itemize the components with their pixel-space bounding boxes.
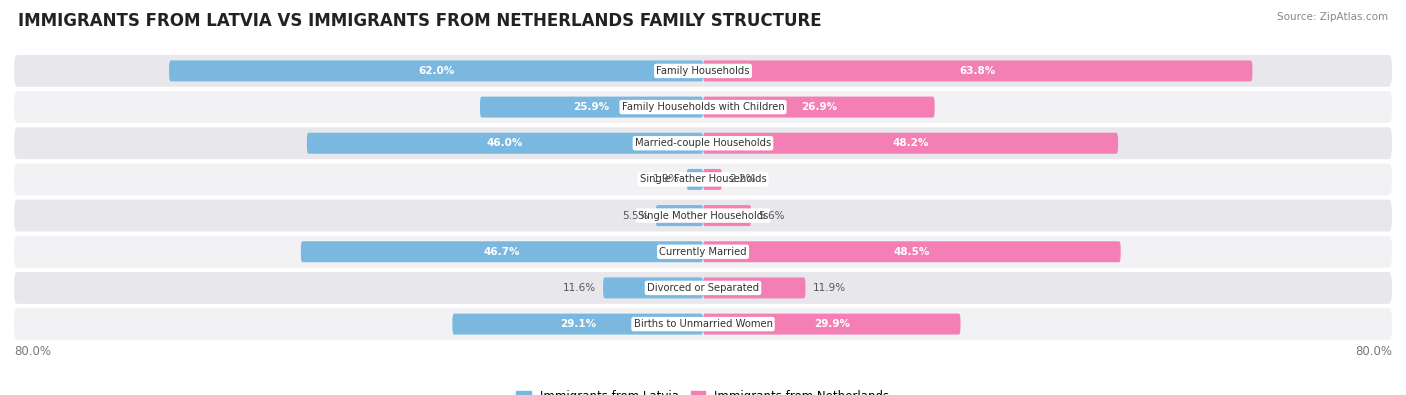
FancyBboxPatch shape — [703, 169, 721, 190]
Text: 11.9%: 11.9% — [813, 283, 845, 293]
Text: 1.9%: 1.9% — [654, 175, 679, 184]
Text: Family Households with Children: Family Households with Children — [621, 102, 785, 112]
Text: Single Mother Households: Single Mother Households — [638, 211, 768, 220]
Text: Births to Unmarried Women: Births to Unmarried Women — [634, 319, 772, 329]
Text: 80.0%: 80.0% — [1355, 345, 1392, 358]
FancyBboxPatch shape — [655, 205, 703, 226]
Text: 48.2%: 48.2% — [893, 138, 929, 148]
FancyBboxPatch shape — [703, 205, 751, 226]
Text: 25.9%: 25.9% — [574, 102, 610, 112]
Text: 62.0%: 62.0% — [418, 66, 454, 76]
Text: 80.0%: 80.0% — [14, 345, 51, 358]
Text: 48.5%: 48.5% — [894, 247, 929, 257]
Text: 29.1%: 29.1% — [560, 319, 596, 329]
FancyBboxPatch shape — [603, 277, 703, 298]
FancyBboxPatch shape — [301, 241, 703, 262]
FancyBboxPatch shape — [14, 164, 1392, 196]
Text: 26.9%: 26.9% — [801, 102, 837, 112]
FancyBboxPatch shape — [14, 91, 1392, 123]
FancyBboxPatch shape — [14, 236, 1392, 268]
Text: 5.6%: 5.6% — [758, 211, 785, 220]
Text: 2.2%: 2.2% — [728, 175, 755, 184]
Text: 11.6%: 11.6% — [562, 283, 596, 293]
FancyBboxPatch shape — [703, 277, 806, 298]
FancyBboxPatch shape — [14, 55, 1392, 87]
Text: Single Father Households: Single Father Households — [640, 175, 766, 184]
FancyBboxPatch shape — [14, 127, 1392, 159]
Text: Currently Married: Currently Married — [659, 247, 747, 257]
Text: Divorced or Separated: Divorced or Separated — [647, 283, 759, 293]
Text: 29.9%: 29.9% — [814, 319, 849, 329]
FancyBboxPatch shape — [453, 314, 703, 335]
Text: Family Households: Family Households — [657, 66, 749, 76]
Text: 46.0%: 46.0% — [486, 138, 523, 148]
FancyBboxPatch shape — [703, 97, 935, 118]
FancyBboxPatch shape — [14, 272, 1392, 304]
FancyBboxPatch shape — [14, 199, 1392, 231]
Text: 46.7%: 46.7% — [484, 247, 520, 257]
Legend: Immigrants from Latvia, Immigrants from Netherlands: Immigrants from Latvia, Immigrants from … — [512, 385, 894, 395]
FancyBboxPatch shape — [703, 133, 1118, 154]
Text: 63.8%: 63.8% — [959, 66, 995, 76]
Text: Source: ZipAtlas.com: Source: ZipAtlas.com — [1277, 12, 1388, 22]
FancyBboxPatch shape — [703, 60, 1253, 81]
FancyBboxPatch shape — [169, 60, 703, 81]
Text: IMMIGRANTS FROM LATVIA VS IMMIGRANTS FROM NETHERLANDS FAMILY STRUCTURE: IMMIGRANTS FROM LATVIA VS IMMIGRANTS FRO… — [18, 12, 823, 30]
Text: 5.5%: 5.5% — [623, 211, 648, 220]
FancyBboxPatch shape — [307, 133, 703, 154]
FancyBboxPatch shape — [14, 308, 1392, 340]
FancyBboxPatch shape — [703, 314, 960, 335]
FancyBboxPatch shape — [703, 241, 1121, 262]
FancyBboxPatch shape — [686, 169, 703, 190]
FancyBboxPatch shape — [479, 97, 703, 118]
Text: Married-couple Households: Married-couple Households — [636, 138, 770, 148]
